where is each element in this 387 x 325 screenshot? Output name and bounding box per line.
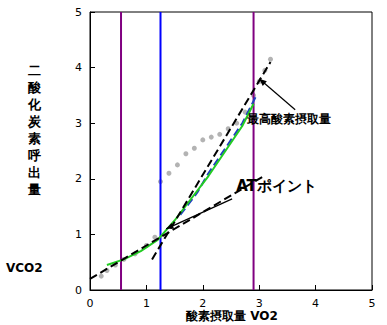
svg-text:0: 0 bbox=[87, 297, 94, 310]
svg-text:3: 3 bbox=[256, 297, 263, 310]
svg-text:4: 4 bbox=[75, 61, 82, 74]
svg-text:2: 2 bbox=[75, 172, 82, 185]
svg-text:1: 1 bbox=[75, 228, 82, 241]
svg-text:最高酸素摂取量: 最高酸素摂取量 bbox=[246, 112, 331, 126]
svg-text:呼: 呼 bbox=[28, 148, 41, 163]
svg-text:出: 出 bbox=[28, 165, 41, 180]
svg-text:量: 量 bbox=[27, 182, 41, 197]
svg-text:5: 5 bbox=[75, 6, 82, 19]
svg-text:二: 二 bbox=[28, 63, 41, 78]
svg-text:4: 4 bbox=[312, 297, 319, 310]
svg-text:酸素摂取量 VO2: 酸素摂取量 VO2 bbox=[186, 309, 278, 323]
svg-text:素: 素 bbox=[28, 131, 41, 146]
svg-text:1: 1 bbox=[143, 297, 150, 310]
svg-text:2: 2 bbox=[199, 297, 206, 310]
svg-text:ATポイント: ATポイント bbox=[236, 177, 317, 195]
svg-text:5: 5 bbox=[369, 297, 376, 310]
svg-text:VCO2: VCO2 bbox=[6, 261, 43, 275]
svg-text:3: 3 bbox=[75, 117, 82, 130]
svg-text:炭: 炭 bbox=[27, 114, 42, 129]
svg-text:化: 化 bbox=[27, 97, 42, 112]
svg-text:酸: 酸 bbox=[28, 80, 42, 95]
svg-text:0: 0 bbox=[75, 284, 82, 297]
